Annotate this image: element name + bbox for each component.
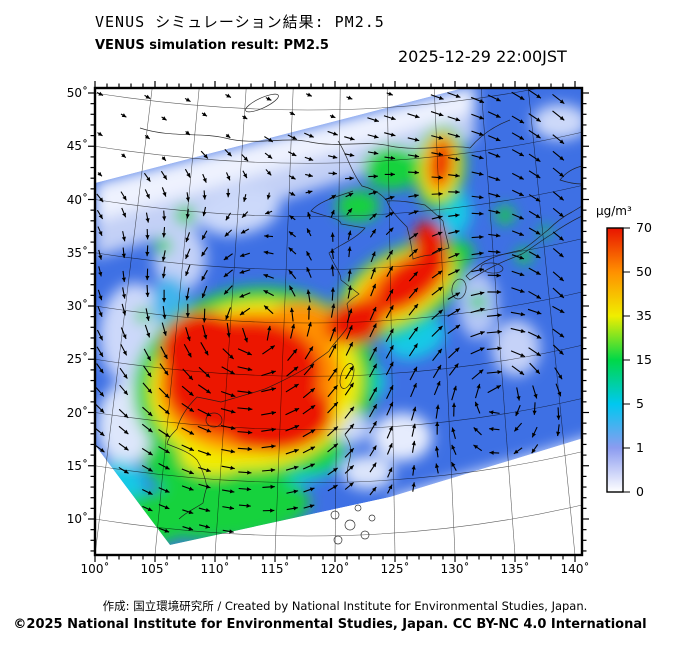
lon-tick-label: 135˚ bbox=[500, 562, 530, 576]
lon-tick-label: 140˚ bbox=[560, 562, 590, 576]
timestamp: 2025-12-29 22:00JST bbox=[398, 47, 567, 66]
lat-tick-label: 40˚ bbox=[66, 192, 88, 207]
lat-tick-label: 10˚ bbox=[66, 512, 88, 526]
page-subtitle: VENUS simulation result: PM2.5 bbox=[95, 38, 329, 53]
credit-line: 作成: 国立環境研究所 / Created by National Instit… bbox=[102, 599, 588, 613]
lon-tick-label: 105˚ bbox=[140, 562, 170, 576]
colorbar-tick-label: 5 bbox=[636, 396, 644, 411]
license-line: ©2025 National Institute for Environment… bbox=[13, 617, 647, 632]
colorbar-tick-label: 50 bbox=[636, 264, 652, 279]
map-frame bbox=[88, 81, 589, 562]
lon-tick-label: 130˚ bbox=[440, 562, 470, 576]
colorbar-tick-label: 70 bbox=[636, 220, 652, 235]
lat-tick-label: 15˚ bbox=[66, 458, 88, 473]
lat-tick-label: 25˚ bbox=[66, 352, 88, 367]
wind-arrows bbox=[95, 89, 565, 534]
colorbar-tick-label: 35 bbox=[636, 308, 652, 323]
lon-tick-label: 125˚ bbox=[380, 562, 410, 576]
colorbar-tick-label: 0 bbox=[636, 484, 644, 499]
coastlines bbox=[139, 93, 582, 545]
lon-tick-label: 115˚ bbox=[260, 562, 290, 576]
lon-tick-label: 110˚ bbox=[200, 562, 230, 576]
lat-tick-label: 45˚ bbox=[66, 139, 88, 154]
lat-tick-label: 35˚ bbox=[66, 245, 88, 260]
lat-tick-label: 20˚ bbox=[66, 405, 88, 420]
colorbar-tick-label: 15 bbox=[636, 352, 652, 367]
lon-tick-label: 120˚ bbox=[320, 562, 350, 576]
lat-tick-label: 50˚ bbox=[66, 86, 88, 100]
graticule bbox=[95, 88, 582, 555]
lat-tick-label: 30˚ bbox=[66, 299, 88, 313]
lon-tick-label: 100˚ bbox=[80, 562, 110, 576]
colorbar-tick-label: 1 bbox=[636, 440, 644, 455]
page-title: VENUS シミュレーション結果: PM2.5 bbox=[95, 13, 385, 31]
colorbar-unit-label: µg/m³ bbox=[596, 204, 632, 218]
colorbar bbox=[606, 227, 630, 493]
